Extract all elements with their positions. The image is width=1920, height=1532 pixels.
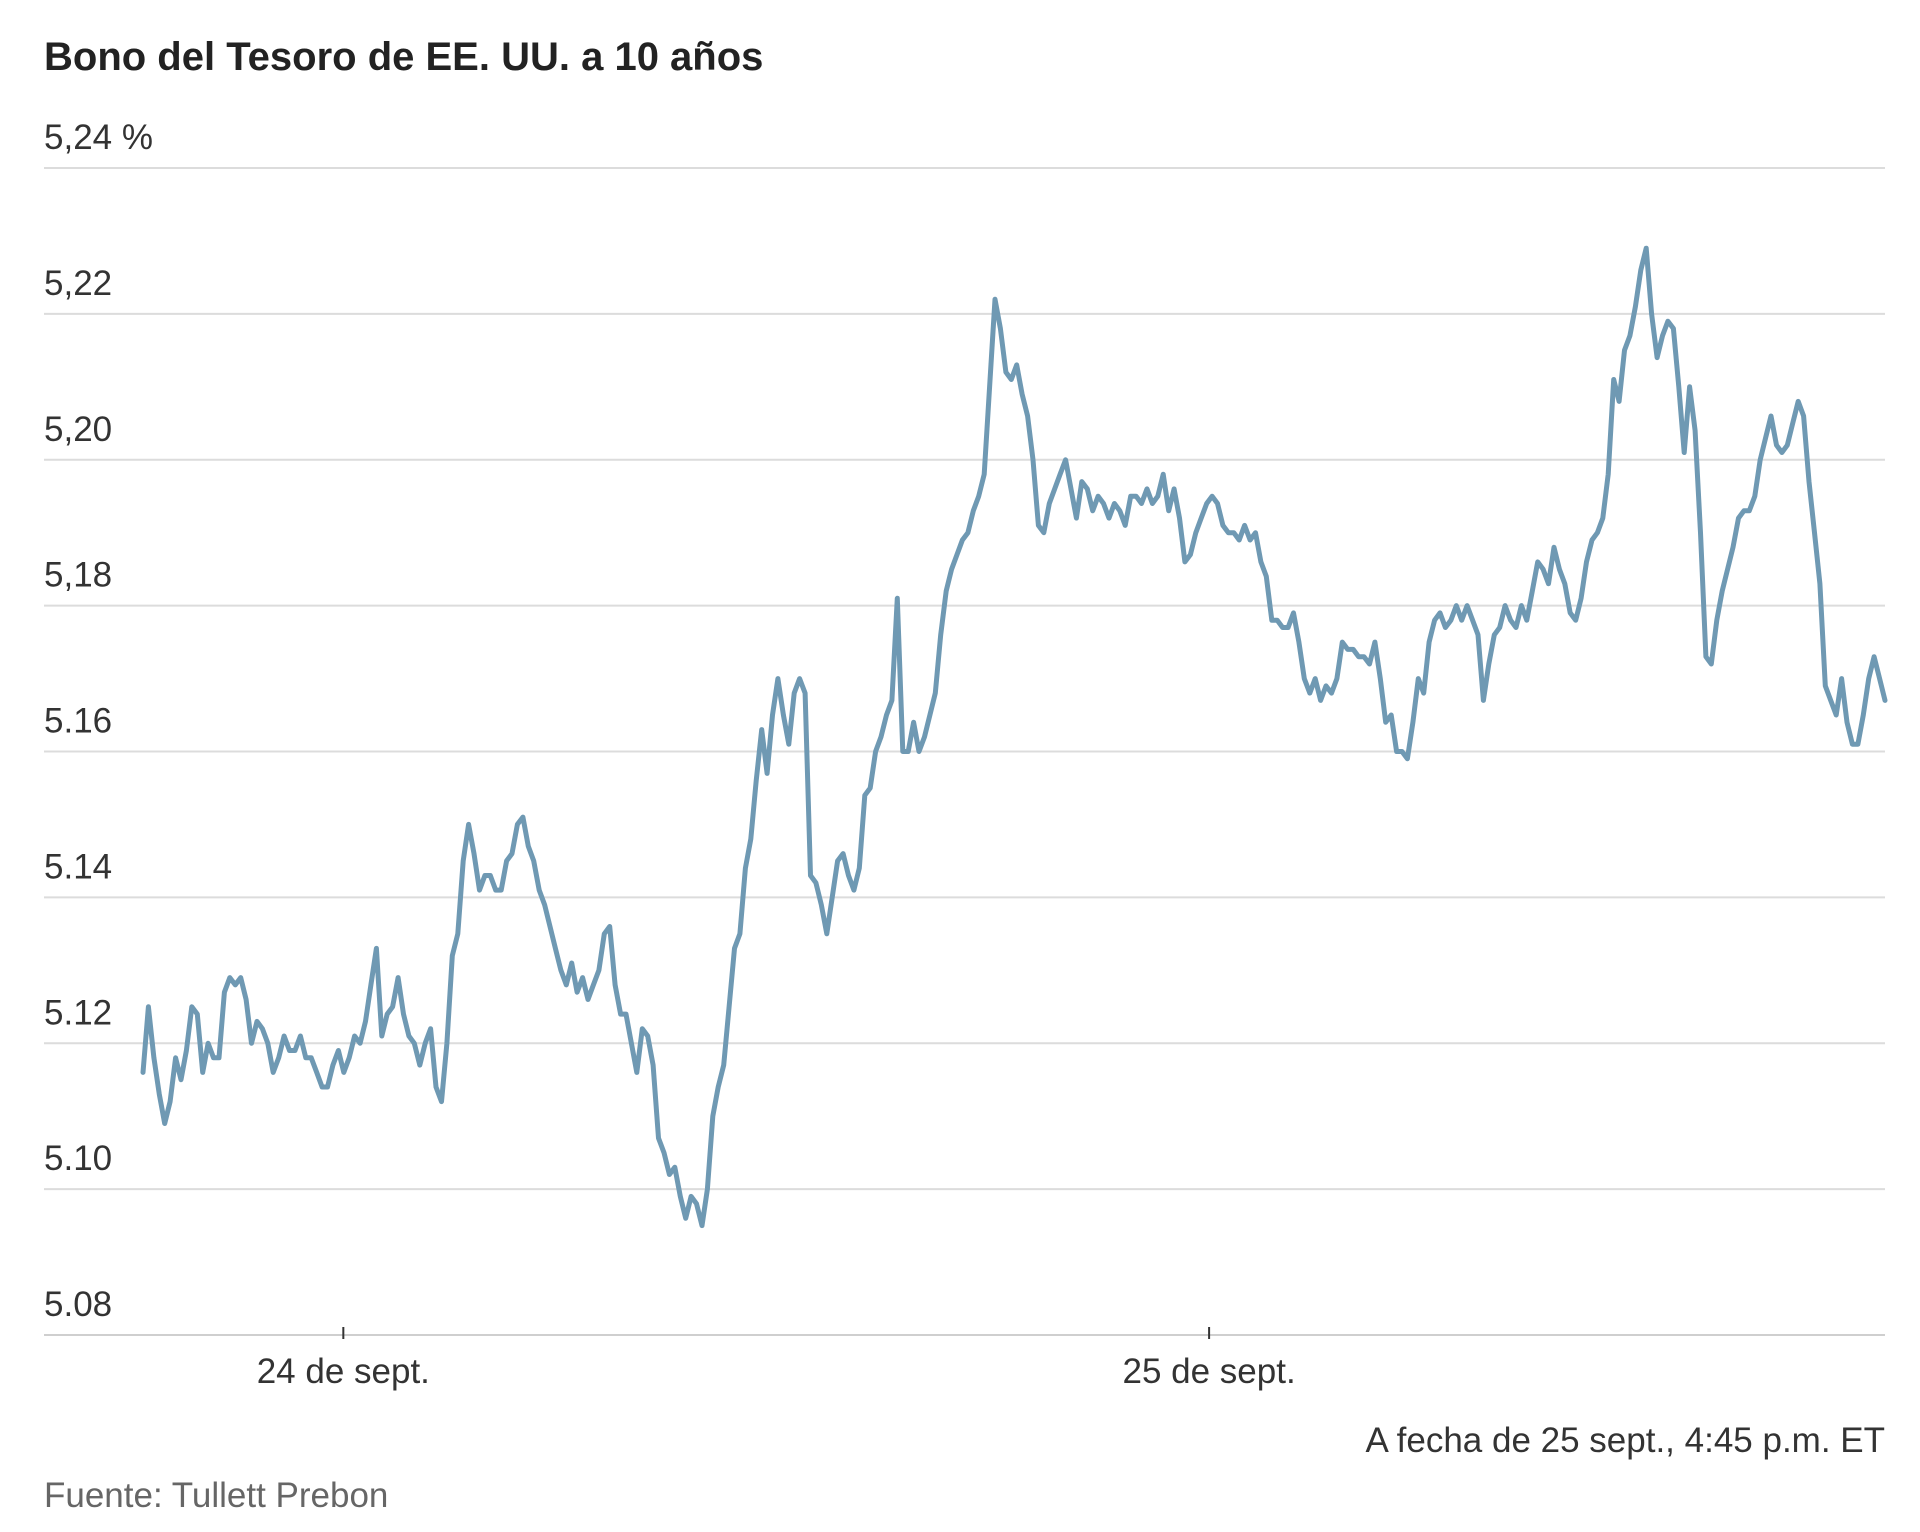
y-tick-label: 5.08 (44, 1285, 112, 1324)
y-tick-label: 5,24 % (44, 118, 153, 157)
y-tick-label: 5.10 (44, 1139, 112, 1178)
source-note: Fuente: Tullett Prebon (44, 1476, 388, 1515)
y-tick-label: 5,18 (44, 556, 112, 595)
y-tick-label: 5.16 (44, 702, 112, 741)
y-tick-label: 5,22 (44, 264, 112, 303)
series-line (140, 245, 1888, 1229)
chart-title: Bono del Tesoro de EE. UU. a 10 años (44, 35, 763, 79)
x-tick-label: 24 de sept. (257, 1352, 430, 1391)
as-of-note: A fecha de 25 sept., 4:45 p.m. ET (1366, 1421, 1885, 1460)
x-tick-label: 25 de sept. (1123, 1352, 1296, 1391)
series-lines (140, 245, 1888, 1229)
gridlines (44, 167, 1885, 1191)
y-tick-label: 5.14 (44, 847, 112, 886)
y-tick-label: 5,20 (44, 410, 112, 449)
y-axis-tick-labels: 5,24 % 5,22 5,20 5,18 5.16 5.14 5.12 5.10 5.08 (44, 118, 153, 1324)
x-axis-ticks: 24 de sept. 25 de sept. (257, 1327, 1296, 1391)
y-tick-label: 5.12 (44, 993, 112, 1032)
